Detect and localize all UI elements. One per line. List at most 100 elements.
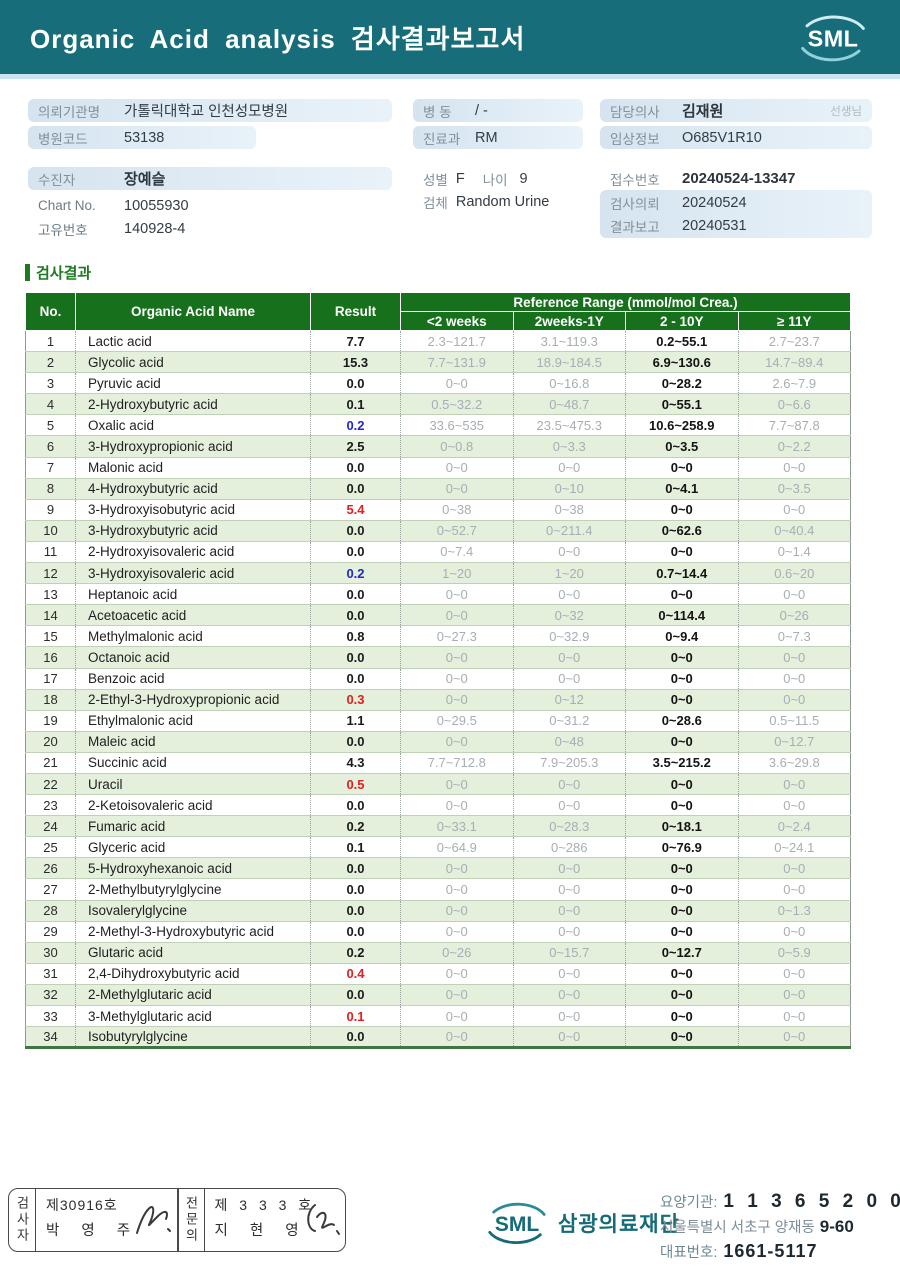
ref-2-10y: 0~114.4	[625, 604, 738, 626]
ref-over-11y: 0~7.3	[737, 625, 851, 647]
ref-under-2-weeks: 0~0	[400, 688, 513, 711]
result-value: 0.5	[310, 772, 401, 795]
field-label: 검체	[423, 195, 448, 211]
ref-over-11y: 0~6.6	[737, 393, 851, 415]
ref-under-2-weeks: 33.6~535	[400, 414, 513, 436]
results-table-header: No. Organic Acid Name Result Reference R…	[25, 292, 851, 331]
ref-2-10y: 0.2~55.1	[625, 329, 738, 352]
acid-name: 3-Hydroxybutyric acid	[75, 519, 311, 542]
field-label: 검사의뢰	[610, 196, 660, 212]
ref-2weeks-1y: 0~32	[512, 604, 626, 626]
field-label: 담당의사	[610, 104, 660, 120]
table-row: 19 Ethylmalonic acid 1.1 0~29.5 0~31.2 0~28.6…	[25, 709, 851, 732]
ref-2weeks-1y: 0~48	[512, 730, 626, 753]
doctor-honorific: 선생님	[830, 105, 862, 118]
footer-brand: SML 삼광의료재단	[482, 1198, 680, 1248]
table-row: 33 3-Methylglutaric acid 0.1 0~0 0~0 0~0 0~0	[25, 1004, 851, 1027]
result-value: 0.4	[310, 962, 401, 985]
ref-2weeks-1y: 0~28.3	[512, 815, 626, 837]
table-row: 4 2-Hydroxybutyric acid 0.1 0.5~32.2 0~48.7 0…	[25, 393, 851, 415]
ref-2weeks-1y: 0~48.7	[512, 393, 626, 415]
acid-name: 2-Hydroxybutyric acid	[75, 393, 311, 415]
table-row: 18 2-Ethyl-3-Hydroxypropionic acid 0.3 0~0 0…	[25, 688, 851, 711]
field-report-date: 결과보고 20240531	[610, 214, 862, 237]
acid-name: Glyceric acid	[75, 836, 311, 858]
ref-under-2-weeks: 0~0	[400, 899, 513, 922]
ref-over-11y: 0~12.7	[737, 730, 851, 753]
field-value: 20240524-13347	[682, 170, 796, 187]
ref-over-11y: 0~0	[737, 667, 851, 690]
ref-over-11y: 0~5.9	[737, 941, 851, 964]
age-value: 9	[519, 170, 528, 187]
table-row: 26 5-Hydroxyhexanoic acid 0.0 0~0 0~0 0~0 0~0	[25, 857, 851, 879]
examiner-label: 검사자	[9, 1189, 36, 1251]
table-row: 27 2-Methylbutyrylglycine 0.0 0~0 0~0 0~0 0~0	[25, 878, 851, 901]
table-row: 16 Octanoic acid 0.0 0~0 0~0 0~0 0~0	[25, 646, 851, 668]
sex-label: 성별	[423, 172, 448, 188]
acid-name: Fumaric acid	[75, 815, 311, 837]
result-value: 0.2	[310, 562, 401, 584]
result-value: 0.3	[310, 688, 401, 711]
ref-under-2-weeks: 0~0	[400, 857, 513, 879]
ref-2-10y: 0~18.1	[625, 815, 738, 837]
result-value: 0.2	[310, 815, 401, 837]
table-row: 8 4-Hydroxybutyric acid 0.0 0~0 0~10 0~4.1 0~3…	[25, 477, 851, 500]
acid-name: Pyruvic acid	[75, 372, 311, 394]
ref-under-2-weeks: 0~33.1	[400, 815, 513, 837]
specialist-name: 지 현 영	[214, 1223, 308, 1239]
ref-under-2-weeks: 0~0	[400, 477, 513, 500]
ref-under-2-weeks: 0~0	[400, 372, 513, 394]
ref-2-10y: 0~62.6	[625, 519, 738, 542]
ref-2-10y: 10.6~258.9	[625, 414, 738, 436]
ref-2weeks-1y: 0~0	[512, 878, 626, 901]
field-label: 고유번호	[38, 222, 88, 238]
acid-name: Isobutyrylglycine	[75, 1026, 311, 1048]
specialist-signature-icon	[307, 1204, 340, 1235]
row-no: 4	[25, 393, 76, 415]
examiner-stamp: 제30916호 박 영 주	[36, 1189, 178, 1251]
acid-name: 4-Hydroxybutyric acid	[75, 477, 311, 500]
field-doctor: 담당의사 김재원 선생님	[600, 99, 872, 122]
field-value: 가톨릭대학교 인천성모병원	[124, 104, 289, 120]
ref-under-2-weeks: 0~0	[400, 730, 513, 753]
ref-over-11y: 2.6~7.9	[737, 372, 851, 394]
row-no: 21	[25, 751, 76, 774]
care-org-number: 1 1 3 6 5 2 0 0	[723, 1191, 900, 1212]
result-value: 0.0	[310, 1026, 401, 1048]
ref-over-11y: 0.5~11.5	[737, 709, 851, 732]
row-no: 24	[25, 815, 76, 837]
result-value: 0.1	[310, 836, 401, 858]
ref-2weeks-1y: 0~15.7	[512, 941, 626, 964]
ref-2weeks-1y: 0~0	[512, 1026, 626, 1048]
acid-name: Isovalerylglycine	[75, 899, 311, 922]
ref-2-10y: 0~0	[625, 878, 738, 901]
acid-name: 3-Methylglutaric acid	[75, 1004, 311, 1027]
table-row: 15 Methylmalonic acid 0.8 0~27.3 0~32.9 0~9.4…	[25, 625, 851, 647]
result-value: 0.0	[310, 583, 401, 605]
field-label: Chart No.	[38, 198, 96, 213]
ref-2-10y: 0~0	[625, 857, 738, 879]
acid-name: Octanoic acid	[75, 646, 311, 668]
col-header-result: Result	[310, 292, 401, 331]
ref-2-10y: 0~0	[625, 667, 738, 690]
row-no: 1	[25, 329, 76, 352]
ref-over-11y: 0.6~20	[737, 562, 851, 584]
row-no: 6	[25, 435, 76, 458]
col-header-ref-4: ≥ 11Y	[737, 311, 851, 331]
examiner-name: 박 영 주	[46, 1223, 140, 1239]
acid-name: 2-Ketoisovaleric acid	[75, 794, 311, 816]
result-value: 15.3	[310, 351, 401, 373]
result-value: 5.4	[310, 498, 401, 521]
ref-2-10y: 0~0	[625, 646, 738, 668]
ref-2-10y: 0~0	[625, 456, 738, 479]
field-value: 10055930	[124, 197, 189, 214]
result-value: 0.2	[310, 414, 401, 436]
ref-2-10y: 0~0	[625, 688, 738, 711]
ref-under-2-weeks: 0~0.8	[400, 435, 513, 458]
result-value: 0.0	[310, 372, 401, 394]
table-row: 20 Maleic acid 0.0 0~0 0~48 0~0 0~12.7	[25, 730, 851, 753]
col-header-ref-1: <2 weeks	[400, 311, 514, 331]
table-row: 7 Malonic acid 0.0 0~0 0~0 0~0 0~0	[25, 456, 851, 479]
acid-name: Heptanoic acid	[75, 583, 311, 605]
ref-under-2-weeks: 0~52.7	[400, 519, 513, 542]
